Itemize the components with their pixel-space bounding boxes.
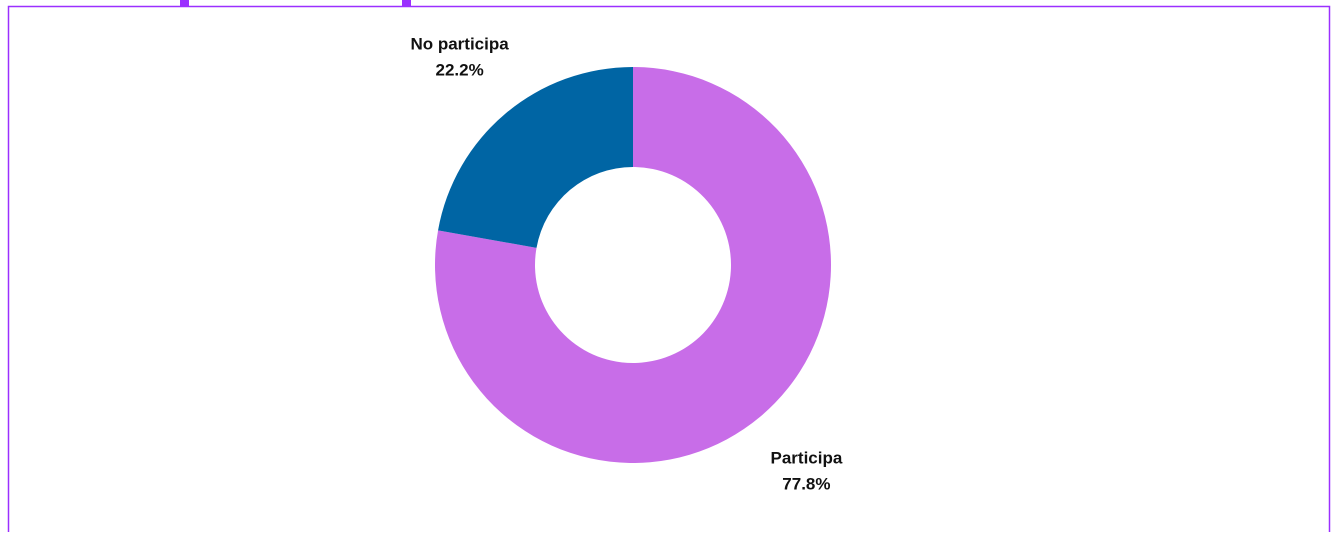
slice-value-label: 22.2% <box>435 61 483 80</box>
decoration <box>180 0 189 7</box>
donut-slice <box>435 67 832 464</box>
decoration <box>402 0 411 7</box>
slice-label: Participa <box>771 448 843 467</box>
slice-value-label: 77.8% <box>782 474 830 493</box>
donut-slice <box>438 67 633 248</box>
slice-label: No participa <box>410 35 509 54</box>
